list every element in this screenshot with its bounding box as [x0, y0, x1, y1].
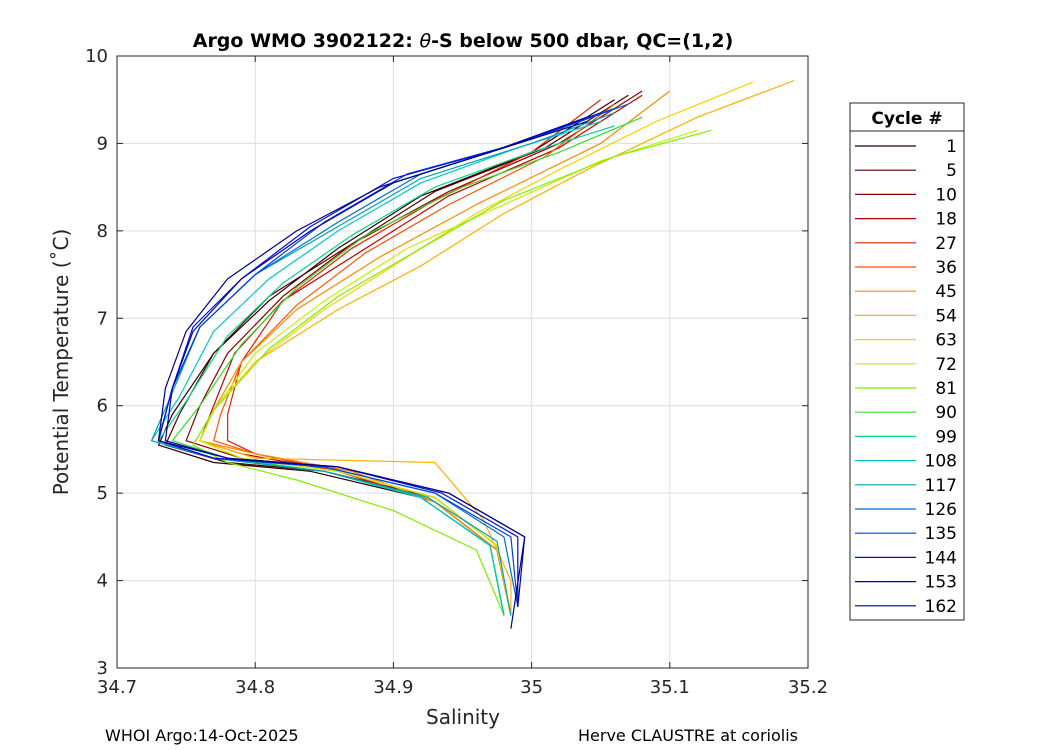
legend-label-cycle-10: 10 — [935, 185, 957, 205]
x-tick-label: 34.9 — [373, 677, 413, 698]
footer-source: WHOI Argo:14-Oct-2025 — [105, 726, 299, 745]
legend-label-cycle-90: 90 — [935, 403, 957, 423]
x-tick-label: 35 — [520, 677, 543, 698]
legend-label-cycle-153: 153 — [925, 573, 957, 593]
axis-ticks: 34.7 34.8 34.9 35 35.1 35.2 3 4 5 6 7 8 9 10 — [85, 46, 828, 698]
legend-label-cycle-117: 117 — [925, 476, 957, 496]
legend-label-cycle-81: 81 — [935, 379, 957, 399]
plot-frame — [116, 55, 809, 669]
legend-label-cycle-54: 54 — [935, 306, 957, 326]
legend-label-cycle-144: 144 — [925, 548, 957, 568]
y-tick-label: 6 — [97, 396, 108, 417]
footer-credit: Herve CLAUSTRE at coriolis — [578, 726, 798, 745]
y-tick-label: 5 — [97, 483, 108, 504]
legend-box — [849, 102, 965, 621]
series-line-cycle-108 — [150, 121, 601, 616]
legend-label-cycle-36: 36 — [935, 258, 957, 278]
legend-label-cycle-162: 162 — [925, 597, 957, 617]
legend-label-cycle-99: 99 — [935, 427, 957, 447]
x-tick-label: 34.7 — [97, 677, 137, 698]
legend-title: Cycle # — [871, 109, 942, 129]
x-axis-label: Salinity — [426, 705, 500, 729]
series-line-cycle-81 — [192, 129, 712, 616]
y-tick-label: 8 — [97, 221, 108, 242]
y-tick-label: 4 — [97, 571, 108, 592]
legend-label-cycle-108: 108 — [925, 452, 957, 472]
legend-label-cycle-27: 27 — [935, 234, 957, 254]
series-line-cycle-162 — [157, 121, 588, 629]
legend-label-cycle-5: 5 — [946, 161, 957, 181]
y-tick-label: 7 — [97, 308, 108, 329]
legend-label-cycle-72: 72 — [935, 355, 957, 375]
chart-title: Argo WMO 3902122: θ-S below 500 dbar, QC… — [193, 30, 734, 52]
y-tick-label: 9 — [97, 133, 108, 154]
x-tick-label: 35.2 — [788, 677, 828, 698]
legend-entries: 1 5 10 18 27 36 45 54 63 72 81 90 99 108 117 126 135 144 1… — [855, 137, 957, 617]
legend: Cycle # 1 5 10 18 27 36 45 54 63 72 81 90 99 108 117 12… — [849, 102, 965, 621]
x-tick-label: 34.8 — [235, 677, 275, 698]
legend-label-cycle-1: 1 — [946, 137, 957, 157]
legend-label-cycle-63: 63 — [935, 331, 957, 351]
legend-label-cycle-126: 126 — [925, 500, 957, 520]
series-lines — [150, 79, 795, 629]
x-tick-label: 35.1 — [650, 677, 690, 698]
y-axis-label: Potential Temperature (˚C) — [49, 229, 73, 496]
legend-label-cycle-135: 135 — [925, 524, 957, 544]
legend-label-cycle-45: 45 — [935, 282, 957, 302]
legend-label-cycle-18: 18 — [935, 210, 957, 230]
y-tick-label: 3 — [97, 658, 108, 679]
y-tick-label: 10 — [85, 46, 108, 67]
